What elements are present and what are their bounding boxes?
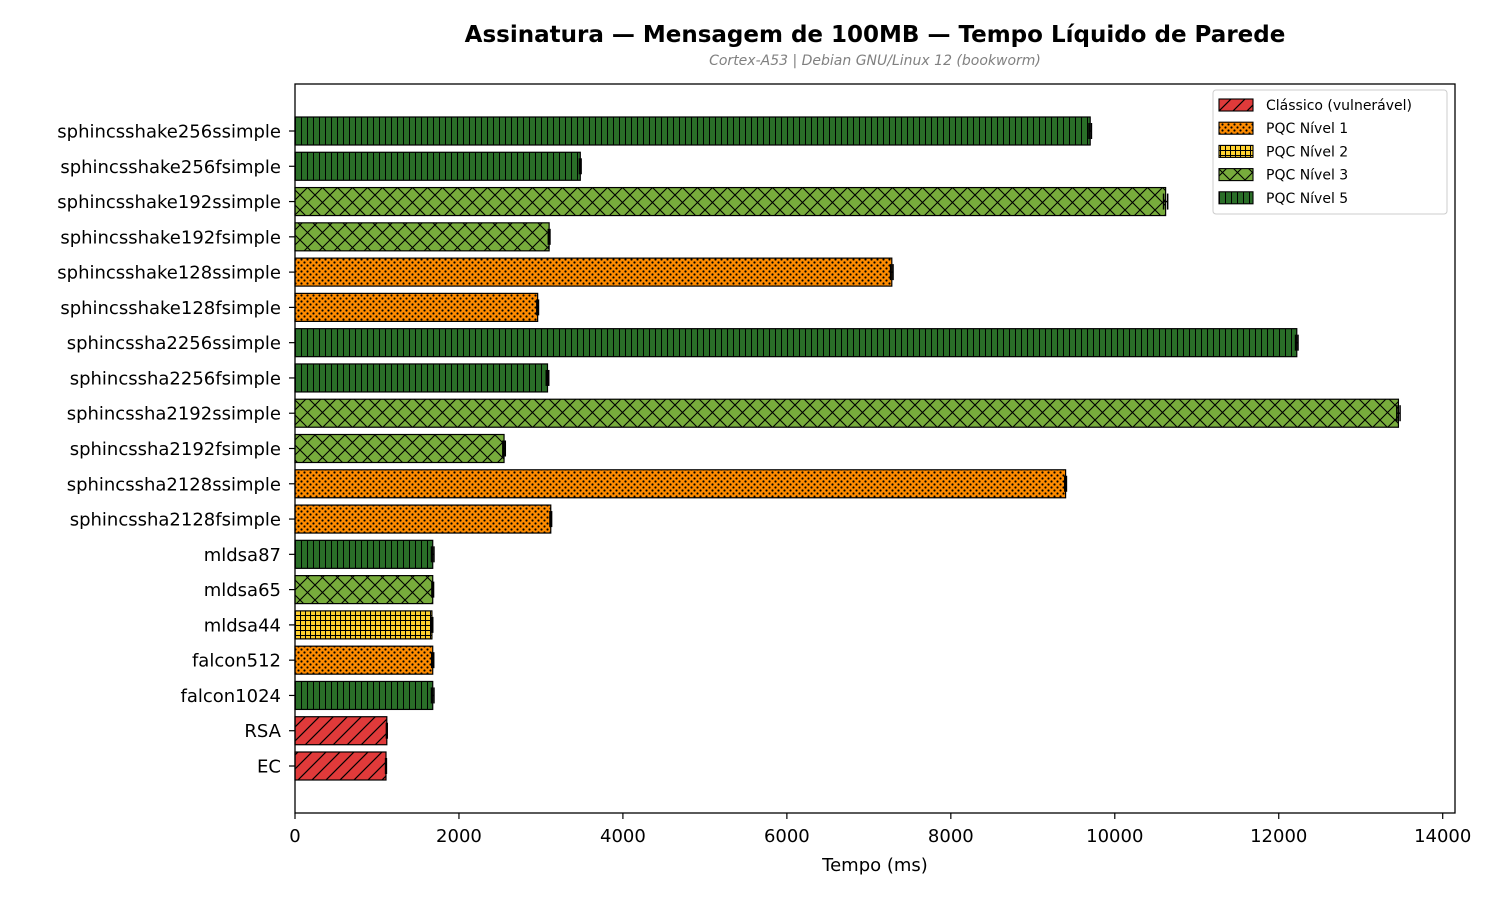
bar-mldsa87: [294, 539, 434, 569]
y-axis-ticks: sphincsshake256ssimple sphincsshake256fsi…: [57, 122, 295, 778]
y-tick-label: sphincssha2128fsimple: [70, 510, 281, 531]
bar-sphincsshake256fsimple: [294, 151, 581, 181]
bar-falcon1024: [294, 680, 434, 711]
legend-box: [1212, 89, 1448, 215]
legend-swatch: [1218, 191, 1254, 205]
x-tick-label: 12000: [1250, 826, 1307, 847]
error-bar-sphincssha2128ssimple: [1064, 475, 1068, 492]
legend-label: PQC Nível 3: [1266, 168, 1348, 184]
y-tick-label: sphincssha2128ssimple: [67, 474, 281, 495]
x-tick-label: 14000: [1414, 826, 1471, 847]
y-tick-label: RSA: [244, 721, 281, 742]
bar-sphincssha2128ssimple: [294, 469, 1067, 499]
bar-sphincssha2128fsimple: [294, 504, 552, 534]
legend-label: Clássico (vulnerável): [1266, 98, 1412, 114]
error-bar-falcon1024: [430, 687, 435, 704]
y-tick-label: sphincssha2256ssimple: [67, 333, 281, 354]
x-tick-label: 10000: [1086, 826, 1143, 847]
y-tick-label: sphincsshake128ssimple: [57, 263, 281, 284]
bar-EC: [294, 751, 387, 781]
legend-swatch: [1218, 121, 1254, 135]
y-tick-label: mldsa44: [204, 615, 281, 636]
bar-sphincssha2256fsimple: [294, 363, 549, 393]
error-bar-sphincsshake192fsimple: [547, 228, 551, 245]
y-tick-label: sphincsshake192fsimple: [60, 227, 281, 248]
legend: Clássico (vulnerável) PQC Nível 1 PQC Níve…: [1212, 89, 1448, 215]
bar-sphincssha2192fsimple: [294, 433, 505, 464]
error-bar-sphincssha2192ssimple: [1396, 405, 1401, 422]
bar-sphincsshake192fsimple: [294, 222, 550, 252]
error-bar-mldsa87: [430, 546, 435, 563]
legend-item-classic: Clássico (vulnerável): [1218, 98, 1412, 114]
bar-falcon512: [294, 645, 434, 675]
bar-sphincsshake128ssimple: [294, 257, 893, 287]
x-tick-label: 2000: [436, 826, 482, 847]
y-tick-label: sphincssha2192ssimple: [67, 404, 281, 425]
y-tick-label: sphincsshake256ssimple: [57, 122, 281, 143]
y-tick-label: falcon1024: [181, 686, 282, 707]
bar-sphincssha2192ssimple: [294, 398, 1400, 428]
legend-item-l1: PQC Nível 1: [1218, 121, 1348, 137]
y-tick-label: sphincssha2192fsimple: [70, 439, 281, 460]
legend-label: PQC Nível 5: [1266, 191, 1348, 207]
x-tick-label: 6000: [764, 826, 810, 847]
error-bar-mldsa44: [430, 616, 434, 633]
y-tick-label: sphincssha2256fsimple: [70, 368, 281, 389]
x-tick-label: 4000: [600, 826, 646, 847]
y-tick-label: sphincsshake256fsimple: [60, 157, 281, 178]
error-bar-EC: [384, 758, 388, 774]
error-bar-sphincsshake192ssimple: [1162, 193, 1169, 210]
error-bar-RSA: [385, 722, 388, 739]
legend-item-l3: PQC Nível 3: [1218, 168, 1348, 184]
error-bar-sphincsshake128fsimple: [536, 299, 540, 316]
legend-swatch: [1218, 168, 1254, 182]
chart-title: Assinatura — Mensagem de 100MB — Tempo L…: [465, 22, 1286, 48]
y-tick-label: falcon512: [192, 651, 281, 672]
error-bar-sphincssha2256fsimple: [545, 369, 550, 386]
x-axis-label: Tempo (ms): [821, 855, 928, 876]
y-tick-label: sphincsshake192ssimple: [57, 192, 281, 213]
bar-sphincssha2256ssimple: [294, 328, 1298, 358]
bar-sphincsshake256ssimple: [294, 116, 1091, 146]
bar-RSA: [294, 716, 388, 746]
bars: [294, 116, 1401, 781]
y-tick-label: mldsa87: [204, 545, 281, 566]
legend-item-l2: PQC Nível 2: [1218, 144, 1348, 160]
y-tick-label: EC: [257, 757, 281, 778]
bar-mldsa44: [294, 610, 433, 640]
y-tick-label: mldsa65: [204, 580, 281, 601]
bar-sphincsshake192ssimple: [294, 186, 1167, 217]
legend-item-l5: PQC Nível 5: [1218, 191, 1348, 207]
x-tick-label: 0: [289, 826, 300, 847]
x-axis-ticks: 0 2000 4000 6000 8000 10000 12000 14000: [289, 813, 1471, 847]
error-bar-sphincssha2192fsimple: [502, 440, 507, 457]
error-bar-sphincsshake256fsimple: [578, 158, 582, 175]
error-bar-sphincsshake128ssimple: [889, 264, 894, 281]
bar-mldsa65: [294, 575, 434, 605]
legend-swatch: [1218, 98, 1254, 112]
error-bar-falcon512: [430, 652, 435, 669]
plot-area: [294, 83, 1456, 814]
error-bar-sphincssha2128fsimple: [549, 511, 553, 528]
legend-swatch: [1218, 144, 1254, 158]
error-bar-sphincssha2256ssimple: [1294, 334, 1299, 351]
error-bar-sphincsshake256ssimple: [1088, 123, 1093, 139]
x-tick-label: 8000: [928, 826, 974, 847]
bar-sphincsshake128fsimple: [294, 292, 539, 322]
legend-label: PQC Nível 1: [1266, 121, 1348, 137]
chart-subtitle: Cortex-A53 | Debian GNU/Linux 12 (bookwo…: [709, 53, 1041, 69]
y-tick-label: sphincsshake128fsimple: [60, 298, 281, 319]
error-bar-mldsa65: [431, 581, 435, 598]
legend-label: PQC Nível 2: [1266, 144, 1348, 160]
